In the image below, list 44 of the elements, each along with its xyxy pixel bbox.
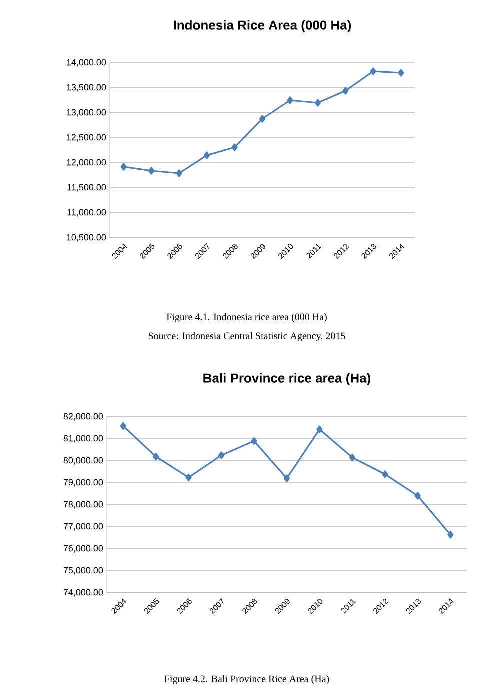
y-tick-label: 74,000.00: [64, 589, 104, 597]
point: [342, 87, 349, 95]
y-tick-label: 82,000.00: [64, 413, 104, 421]
y-tick-label: 77,000.00: [64, 523, 104, 531]
point: [382, 470, 388, 478]
point: [186, 474, 192, 482]
point: [176, 170, 182, 178]
point: [251, 437, 258, 446]
y-tick-label: 13,000.00: [67, 109, 106, 117]
y-tick-label: 79,000.00: [64, 479, 104, 487]
chart-title: Indonesia Rice Area (000 Ha): [174, 20, 352, 32]
y-tick-label: 12,500.00: [67, 134, 106, 142]
point: [232, 144, 238, 152]
point: [316, 426, 323, 434]
point: [218, 452, 225, 460]
point: [120, 422, 126, 430]
point: [349, 454, 356, 462]
point: [414, 492, 421, 500]
source-note: Source: Indonesia Central Statistic Agency, 2015: [148, 332, 346, 342]
point: [259, 115, 266, 123]
y-tick-label: 11,500.00: [68, 184, 106, 192]
y-tick-label: 13,500.00: [67, 84, 106, 92]
point: [148, 167, 155, 175]
point: [287, 96, 294, 104]
point: [448, 531, 454, 539]
y-tick-label: 76,000.00: [64, 545, 104, 553]
point: [284, 474, 290, 482]
y-tick-label: 12,000.00: [67, 159, 106, 167]
y-tick-label: 14,000.00: [67, 59, 106, 67]
y-tick-label: 10,500.00: [67, 234, 106, 242]
y-tick-label: 78,000.00: [64, 501, 104, 509]
y-tick-label: 81,000.00: [64, 435, 104, 443]
point: [120, 163, 127, 171]
point: [314, 99, 321, 107]
y-tick-label: 80,000.00: [64, 457, 104, 465]
caption: Figure 4.1. Indonesia rice area (000 Ha): [166, 313, 327, 323]
point: [370, 68, 376, 76]
point: [153, 453, 160, 461]
caption: Figure 4.2. Bali Province Rice Area (Ha): [164, 675, 330, 685]
chart-title: Bali Province rice area (Ha): [204, 373, 371, 386]
y-tick-label: 75,000.00: [64, 567, 104, 575]
point: [398, 69, 404, 77]
y-tick-label: 11,000.00: [68, 209, 106, 217]
point: [204, 152, 210, 160]
